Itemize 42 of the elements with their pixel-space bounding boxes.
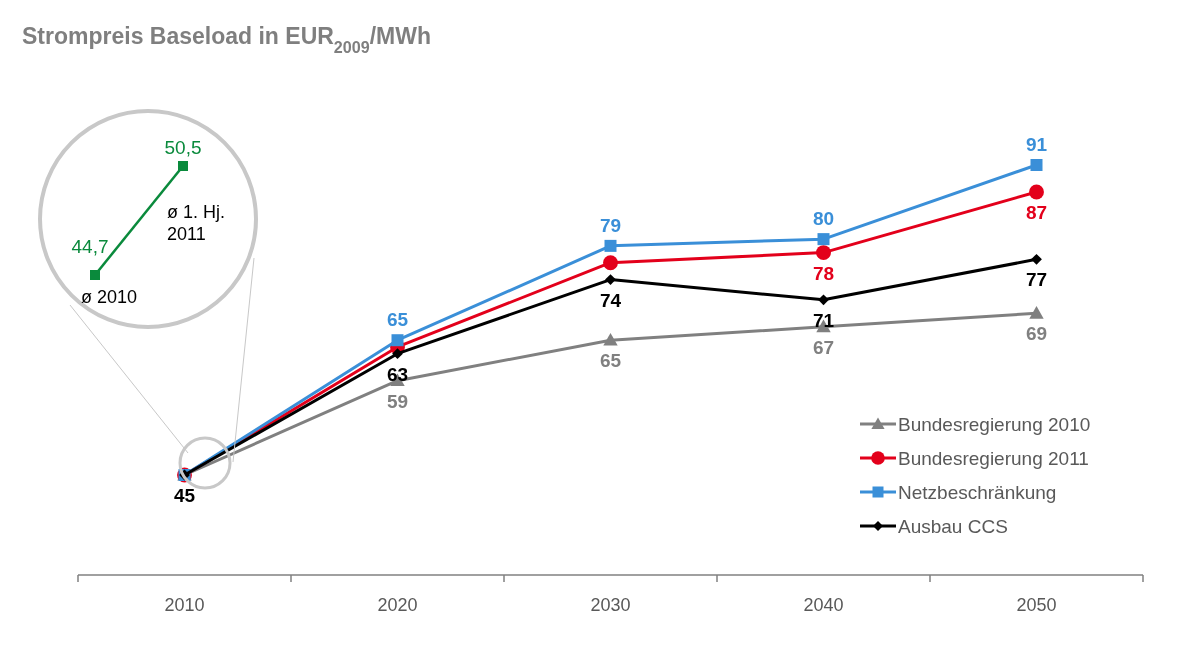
data-label: 91 xyxy=(1025,134,1048,155)
point xyxy=(818,294,829,306)
legend-label: Bundesregierung 2010 xyxy=(898,414,1091,435)
point xyxy=(817,233,830,246)
data-label: 50,5 xyxy=(164,137,202,158)
point xyxy=(1031,253,1042,265)
legend-label: Netzbeschränkung xyxy=(898,482,1057,503)
x-tick-label: 2010 xyxy=(164,595,205,615)
point xyxy=(605,274,616,285)
data-label: 77 xyxy=(1025,269,1048,291)
data-label: 78 xyxy=(812,262,835,284)
data-label: 80 xyxy=(812,208,835,230)
x-tick-label: 2030 xyxy=(590,595,631,615)
data-label: 45 xyxy=(173,485,196,506)
data-label: 87 xyxy=(1025,201,1048,223)
data-label: 67 xyxy=(812,336,835,358)
data-label: 63 xyxy=(386,363,409,385)
data-label: 59 xyxy=(386,390,409,412)
chart-title: Strompreis Baseload in EUR$_{2009}$/MWh xyxy=(22,23,431,56)
x-tick-label: 2050 xyxy=(1016,595,1057,615)
x-tick-label: ø 2010 xyxy=(81,287,138,307)
data-label: 79 xyxy=(599,214,622,236)
point xyxy=(604,239,617,252)
point xyxy=(392,348,403,360)
legend-label: Bundesregierung 2011 xyxy=(898,448,1089,469)
x-tick-label: ø 1. Hj. 2011 xyxy=(167,202,226,244)
data-label: 65 xyxy=(386,309,409,331)
data-label: 69 xyxy=(1025,323,1048,345)
point xyxy=(1029,184,1044,200)
data-label: 71 xyxy=(812,309,835,331)
point xyxy=(391,334,404,347)
point xyxy=(603,255,618,271)
point xyxy=(816,245,831,261)
point xyxy=(603,333,618,346)
point xyxy=(1030,159,1043,171)
data-label: 74 xyxy=(599,289,622,311)
point xyxy=(1029,306,1044,319)
data-label: 65 xyxy=(599,350,622,372)
data-label: 44,7 xyxy=(71,236,109,257)
x-tick-label: 2040 xyxy=(803,595,844,615)
legend-label: Ausbau CCS xyxy=(898,516,1008,537)
x-tick-label: 2020 xyxy=(377,595,418,615)
